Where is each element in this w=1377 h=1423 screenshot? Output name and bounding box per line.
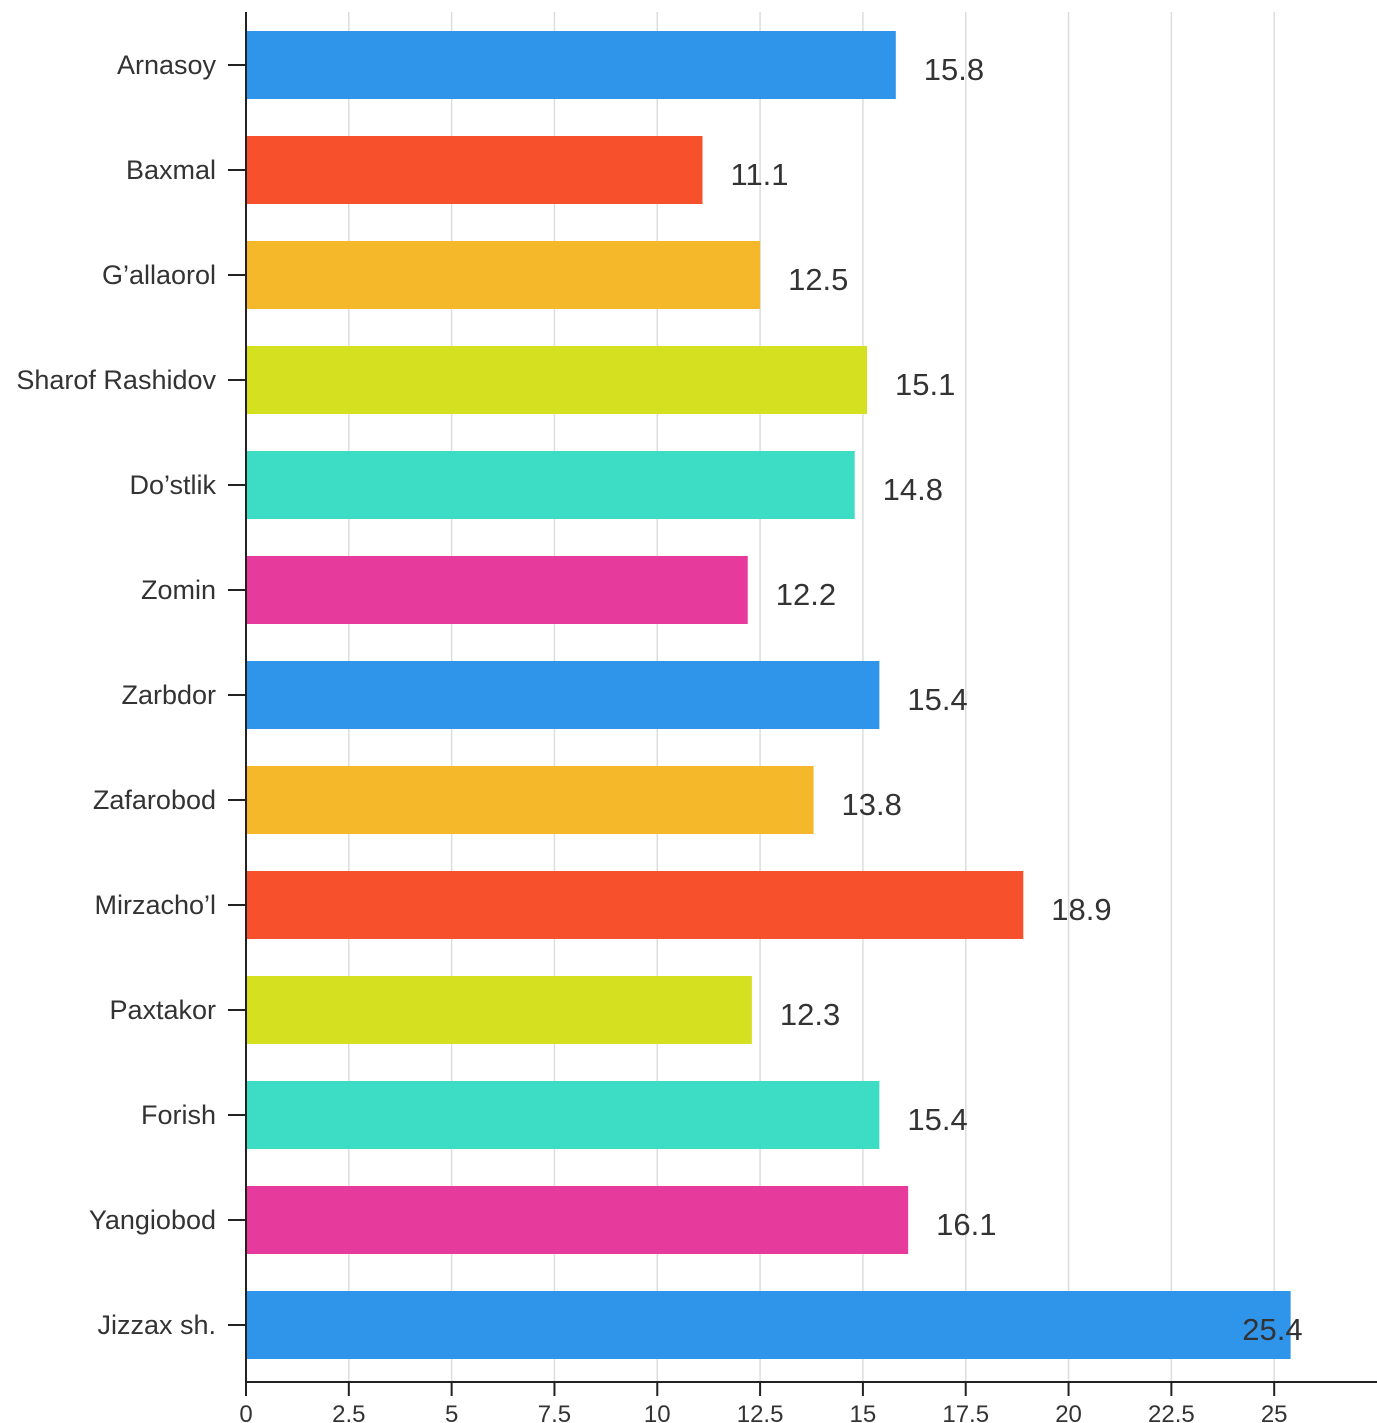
bar — [246, 31, 896, 99]
value-label: 15.8 — [924, 52, 984, 87]
category-label: G’allaorol — [102, 260, 216, 290]
value-label: 18.9 — [1051, 892, 1111, 927]
x-tick-label: 15 — [850, 1401, 877, 1423]
value-label: 15.1 — [895, 367, 955, 402]
x-tick-label: 22.5 — [1148, 1401, 1195, 1423]
bar — [246, 136, 703, 204]
x-tick-label: 12.5 — [737, 1401, 784, 1423]
labels: 0 2.5 5 7.5 10 12.5 15 17.5 20 22.5 25 Arnasoy 15.8 B… — [16, 50, 1302, 1423]
bar — [246, 871, 1024, 939]
category-label: Arnasoy — [117, 50, 217, 80]
category-label: Paxtakor — [109, 995, 216, 1025]
x-tick-label: 2.5 — [332, 1401, 365, 1423]
x-tick-label: 0 — [239, 1401, 252, 1423]
value-label: 15.4 — [907, 1102, 967, 1137]
x-tick-label: 17.5 — [942, 1401, 989, 1423]
bars — [246, 31, 1291, 1359]
category-label: Baxmal — [126, 155, 216, 185]
bar — [246, 766, 814, 834]
value-label: 11.1 — [731, 157, 789, 192]
bar — [246, 556, 748, 624]
value-label: 12.5 — [788, 262, 848, 297]
x-tick-label: 7.5 — [538, 1401, 571, 1423]
bar — [246, 1291, 1291, 1359]
bar — [246, 241, 761, 309]
value-label: 12.3 — [780, 997, 840, 1032]
bar — [246, 1186, 909, 1254]
category-label: Zarbdor — [121, 680, 216, 710]
bar — [246, 346, 868, 414]
bar — [246, 451, 855, 519]
x-tick-label: 25 — [1261, 1401, 1288, 1423]
bar — [246, 1081, 880, 1149]
category-label: Sharof Rashidov — [16, 365, 216, 395]
value-label: 12.2 — [776, 577, 836, 612]
category-label: Yangiobod — [89, 1205, 216, 1235]
value-label: 15.4 — [907, 682, 967, 717]
category-label: Zafarobod — [93, 785, 216, 815]
category-label: Forish — [141, 1100, 216, 1130]
value-label: 25.4 — [1242, 1312, 1302, 1347]
category-label: Do’stlik — [129, 470, 216, 500]
bar — [246, 976, 752, 1044]
value-label: 13.8 — [842, 787, 902, 822]
axes — [228, 12, 1377, 1396]
x-tick-label: 5 — [445, 1401, 458, 1423]
value-label: 16.1 — [936, 1207, 996, 1242]
category-label: Jizzax sh. — [97, 1310, 216, 1340]
x-tick-label: 10 — [644, 1401, 671, 1423]
category-label: Mirzacho’l — [94, 890, 216, 920]
category-label: Zomin — [141, 575, 216, 605]
value-label: 14.8 — [883, 472, 943, 507]
bar — [246, 661, 880, 729]
x-tick-label: 20 — [1055, 1401, 1082, 1423]
